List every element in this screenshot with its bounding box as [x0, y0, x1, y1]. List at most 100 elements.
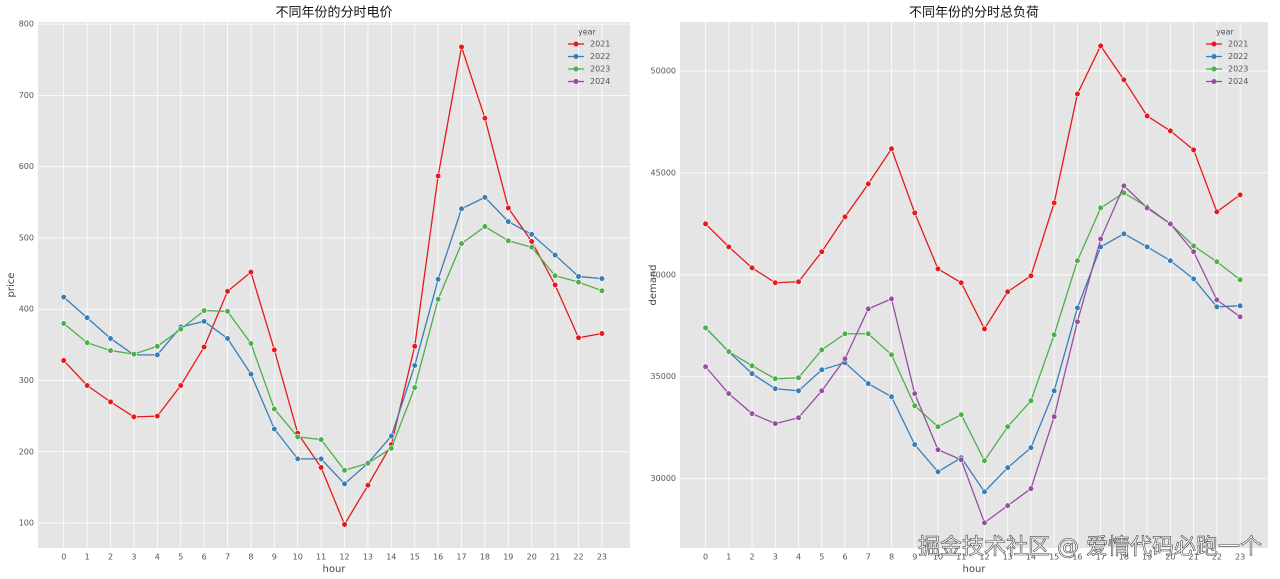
- point: [552, 272, 559, 279]
- point: [154, 343, 161, 350]
- point: [177, 326, 184, 333]
- x-tick-label: 4: [796, 553, 801, 562]
- point: [130, 413, 138, 420]
- point: [865, 330, 872, 337]
- point: [1097, 235, 1104, 243]
- x-tick-label: 5: [178, 553, 183, 562]
- point: [1237, 302, 1244, 309]
- point: [725, 390, 732, 397]
- point: [224, 335, 231, 342]
- series-line: [705, 233, 1241, 493]
- series-line: [705, 44, 1241, 331]
- point: [154, 413, 161, 420]
- point: [177, 382, 184, 389]
- point: [1004, 464, 1011, 471]
- point: [247, 370, 255, 378]
- point: [481, 115, 489, 122]
- x-tick-label: 9: [912, 553, 917, 562]
- point: [1074, 90, 1081, 98]
- point: [318, 464, 325, 471]
- point: [458, 240, 465, 247]
- point: [748, 410, 756, 417]
- y-tick-label: 800: [19, 20, 34, 29]
- x-tick-label: 16: [433, 553, 443, 562]
- point: [294, 433, 301, 440]
- point: [364, 460, 372, 467]
- point: [958, 411, 965, 418]
- point: [1004, 423, 1011, 430]
- legend-label: 2024: [590, 77, 610, 86]
- x-tick-label: 20: [527, 553, 537, 562]
- point: [981, 519, 988, 526]
- point: [247, 340, 255, 347]
- point: [552, 281, 559, 289]
- y-tick-label: 45000: [651, 168, 676, 177]
- x-tick-label: 19: [1142, 553, 1152, 562]
- point: [1027, 272, 1035, 279]
- x-tick-label: 3: [131, 553, 136, 562]
- point: [865, 380, 872, 387]
- point: [888, 145, 895, 152]
- point: [702, 363, 709, 370]
- x-tick-label: 17: [456, 553, 466, 562]
- point: [505, 237, 512, 244]
- x-tick-label: 8: [248, 553, 253, 562]
- x-tick-label: 21: [550, 553, 560, 562]
- point: [841, 355, 849, 362]
- point: [201, 318, 208, 325]
- point: [598, 287, 606, 294]
- point: [411, 384, 418, 391]
- point: [1190, 146, 1197, 153]
- point: [318, 436, 325, 443]
- point: [702, 220, 709, 227]
- legend-label: 2024: [1228, 77, 1248, 86]
- y-tick-label: 500: [19, 233, 34, 242]
- x-tick-label: 22: [573, 553, 583, 562]
- point: [934, 468, 942, 475]
- y-tick-label: 600: [19, 162, 34, 171]
- point: [598, 275, 606, 282]
- point: [934, 446, 942, 453]
- point: [1120, 76, 1128, 84]
- point: [84, 339, 91, 346]
- y-tick-label: 400: [19, 305, 34, 314]
- legend-label: 2021: [1228, 40, 1248, 49]
- y-tick-label: 300: [19, 376, 34, 385]
- point: [1237, 313, 1244, 320]
- x-tick-label: 20: [1165, 553, 1175, 562]
- point: [247, 269, 255, 276]
- point: [1237, 276, 1244, 283]
- point: [818, 387, 825, 394]
- point: [84, 314, 91, 321]
- point: [1004, 288, 1011, 295]
- legend-title: year: [1216, 28, 1235, 37]
- x-tick-label: 3: [773, 553, 778, 562]
- point: [388, 445, 395, 452]
- point: [795, 374, 802, 381]
- point: [911, 209, 918, 216]
- point: [411, 362, 418, 369]
- point: [60, 320, 67, 327]
- point: [1051, 413, 1058, 420]
- point: [1213, 208, 1220, 215]
- watermark: 掘金技术社区 @ 爱情代码必跑一个: [918, 535, 1262, 560]
- point: [341, 480, 348, 487]
- x-tick-label: 8: [889, 553, 894, 562]
- point: [934, 423, 942, 430]
- point: [1144, 243, 1151, 250]
- x-tick-label: 23: [597, 553, 607, 562]
- point: [841, 330, 849, 337]
- point: [748, 362, 756, 369]
- point: [201, 307, 208, 314]
- legend-swatch: [573, 79, 579, 84]
- x-tick-label: 22: [1212, 553, 1222, 562]
- x-tick-label: 10: [933, 553, 943, 562]
- point: [1051, 387, 1058, 394]
- legend-swatch: [1211, 79, 1217, 84]
- point: [702, 324, 709, 331]
- point: [888, 295, 895, 302]
- y-tick-label: 50000: [651, 66, 676, 75]
- point: [1097, 204, 1104, 212]
- point: [1074, 318, 1081, 325]
- legend-label: 2021: [590, 40, 610, 49]
